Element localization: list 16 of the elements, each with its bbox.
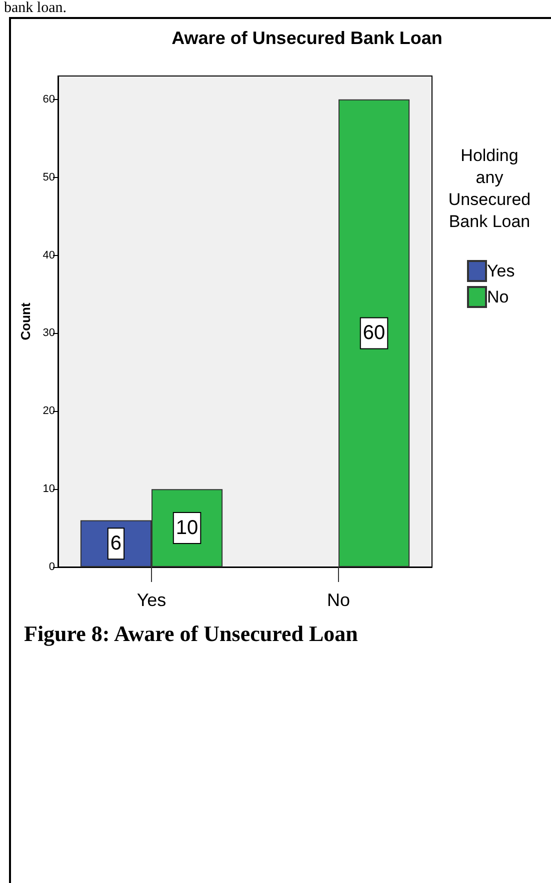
legend-title: Holding any Unsecured Bank Loan bbox=[447, 145, 532, 233]
chart-title: Aware of Unsecured Bank Loan bbox=[172, 28, 442, 48]
y-tick-label: 20 bbox=[42, 405, 55, 418]
y-tick-label: 40 bbox=[42, 249, 55, 262]
data-label: 10 bbox=[176, 517, 198, 540]
text: bank loan. bbox=[4, 0, 66, 17]
y-tick-label: 10 bbox=[42, 483, 55, 496]
y-axis-title: Count bbox=[18, 302, 33, 340]
legend-label: No bbox=[487, 288, 509, 306]
caption: Figure 8: Aware of Unsecured Loan bbox=[24, 621, 358, 647]
legend-label: Yes bbox=[487, 262, 515, 280]
data-label: 60 bbox=[362, 322, 386, 344]
y-tick-label: 30 bbox=[42, 327, 55, 340]
y-tick-label: 50 bbox=[42, 171, 55, 184]
data-label: 6 bbox=[110, 532, 122, 555]
y-tick-label: 60 bbox=[42, 93, 55, 106]
